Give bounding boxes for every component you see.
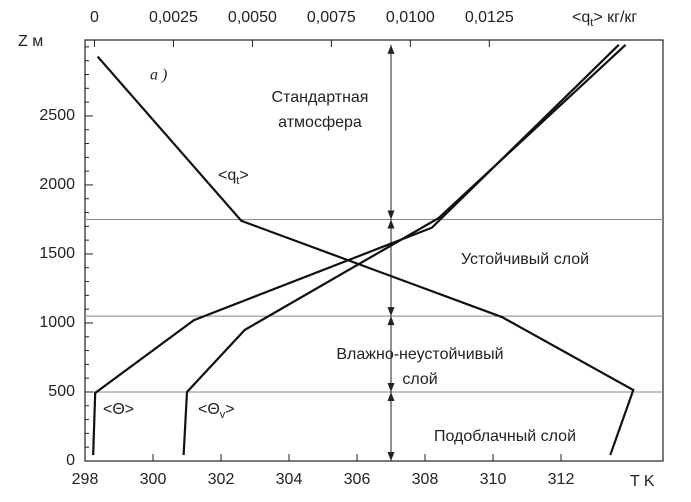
y-tick-label: 2000 bbox=[39, 176, 75, 193]
x2-tick-label: 0 bbox=[90, 9, 99, 26]
y-axis-label: Z м bbox=[18, 33, 43, 50]
text-part: v bbox=[220, 409, 226, 421]
series-label: <qt> bbox=[218, 167, 249, 187]
arrow-head bbox=[387, 452, 395, 461]
arrow-head bbox=[387, 219, 395, 229]
y-tick-label: 500 bbox=[48, 383, 75, 400]
layer-annotation: Подоблачный слой bbox=[434, 428, 576, 445]
series-label: <Θ> bbox=[103, 401, 134, 418]
text-part: t bbox=[236, 175, 239, 187]
y-tick-label: 1500 bbox=[39, 245, 75, 262]
x2-tick-label: 0,0050 bbox=[228, 9, 277, 26]
x-tick-label: 304 bbox=[276, 471, 303, 488]
arrow-head bbox=[387, 382, 395, 392]
x-tick-label: 308 bbox=[412, 471, 439, 488]
x2-tick-label: 0,0025 bbox=[149, 9, 198, 26]
series-label: <Θv> bbox=[198, 401, 235, 421]
x2-tick-label: 0,0125 bbox=[465, 9, 514, 26]
text-part: <Θ> bbox=[103, 401, 134, 418]
text-part: <q bbox=[218, 167, 236, 184]
x2-tick-label: 0,0075 bbox=[307, 9, 356, 26]
panel-label: a ) bbox=[150, 67, 167, 84]
x-tick-label: 300 bbox=[140, 471, 167, 488]
plot-frame bbox=[84, 39, 664, 462]
x-tick-label: 312 bbox=[548, 471, 575, 488]
x-tick-label: 306 bbox=[344, 471, 371, 488]
arrow-head bbox=[387, 316, 395, 326]
x2-tick-label: 0,0100 bbox=[386, 9, 435, 26]
text-part: > кг/кг bbox=[593, 9, 637, 26]
layer-annotation: Стандартная bbox=[272, 89, 369, 106]
arrow-head bbox=[387, 44, 395, 54]
text-part: > bbox=[225, 401, 234, 418]
text-part: <Θ bbox=[198, 401, 220, 418]
x2-axis-label: <qt> кг/кг bbox=[572, 9, 637, 29]
layer-annotation: Влажно-неустойчивый bbox=[336, 346, 503, 363]
text-part: t bbox=[590, 17, 593, 29]
x-tick-label: 302 bbox=[208, 471, 235, 488]
y-tick-label: 2500 bbox=[39, 107, 75, 124]
layer-annotation: слой bbox=[402, 371, 437, 388]
text-part: <q bbox=[572, 9, 590, 26]
arrow-head bbox=[387, 307, 395, 317]
profile-line bbox=[96, 55, 635, 456]
arrow-head bbox=[387, 391, 395, 401]
x-axis-label: T K bbox=[630, 473, 655, 490]
x-tick-label: 298 bbox=[72, 471, 99, 488]
profile-line bbox=[182, 44, 627, 456]
y-tick-label: 0 bbox=[66, 452, 75, 469]
y-tick-label: 1000 bbox=[39, 314, 75, 331]
profile-line bbox=[92, 44, 620, 456]
arrow-head bbox=[387, 210, 395, 220]
x-tick-label: 310 bbox=[480, 471, 507, 488]
layer-annotation: Устойчивый слой bbox=[461, 251, 589, 268]
text-part: > bbox=[239, 167, 248, 184]
layer-annotation: атмосфера bbox=[278, 114, 362, 131]
